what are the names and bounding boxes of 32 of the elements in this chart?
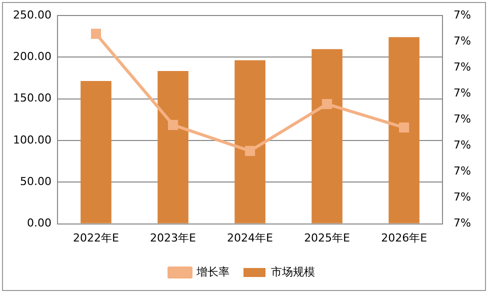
y2-tick-label: 7% [454,60,471,74]
y-tick-label: 150.00 [12,92,52,105]
bar [80,81,112,224]
bar [158,70,188,224]
y2-tick-label: 7% [454,34,471,48]
y-tick-label: 50.00 [20,175,52,188]
point [168,120,178,130]
y2-tick-label: 7% [454,138,471,152]
point [322,99,332,110]
legend-label: 市场规模 [271,265,315,278]
bar [388,37,420,224]
bar [234,60,266,224]
x-tick-label: 2022年E [73,231,120,244]
y-tick-label: 0.00 [26,216,52,230]
x-tick-label: 2023年E [150,231,196,244]
x-tick-label: 2026年E [381,231,428,244]
y-tick-label: 100.00 [12,133,52,146]
y2-tick-label: 7% [454,164,471,178]
point [244,146,256,156]
y2-tick-label: 7% [454,190,471,204]
point [399,122,410,133]
x-tick-label: 2024年E [227,231,274,244]
y2-tick-label: 7% [454,86,471,100]
x-tick-label: 2025年E [304,231,350,244]
y2-tick-label: 7% [454,112,471,126]
y2-tick-label: 7% [454,216,471,230]
y-tick-label: 250.00 [12,8,52,22]
point [90,28,102,39]
y-tick-label: 200.00 [12,50,52,64]
bar [312,49,342,224]
legend-label: 增长率 [196,265,230,278]
y2-tick-label: 7% [454,8,471,22]
